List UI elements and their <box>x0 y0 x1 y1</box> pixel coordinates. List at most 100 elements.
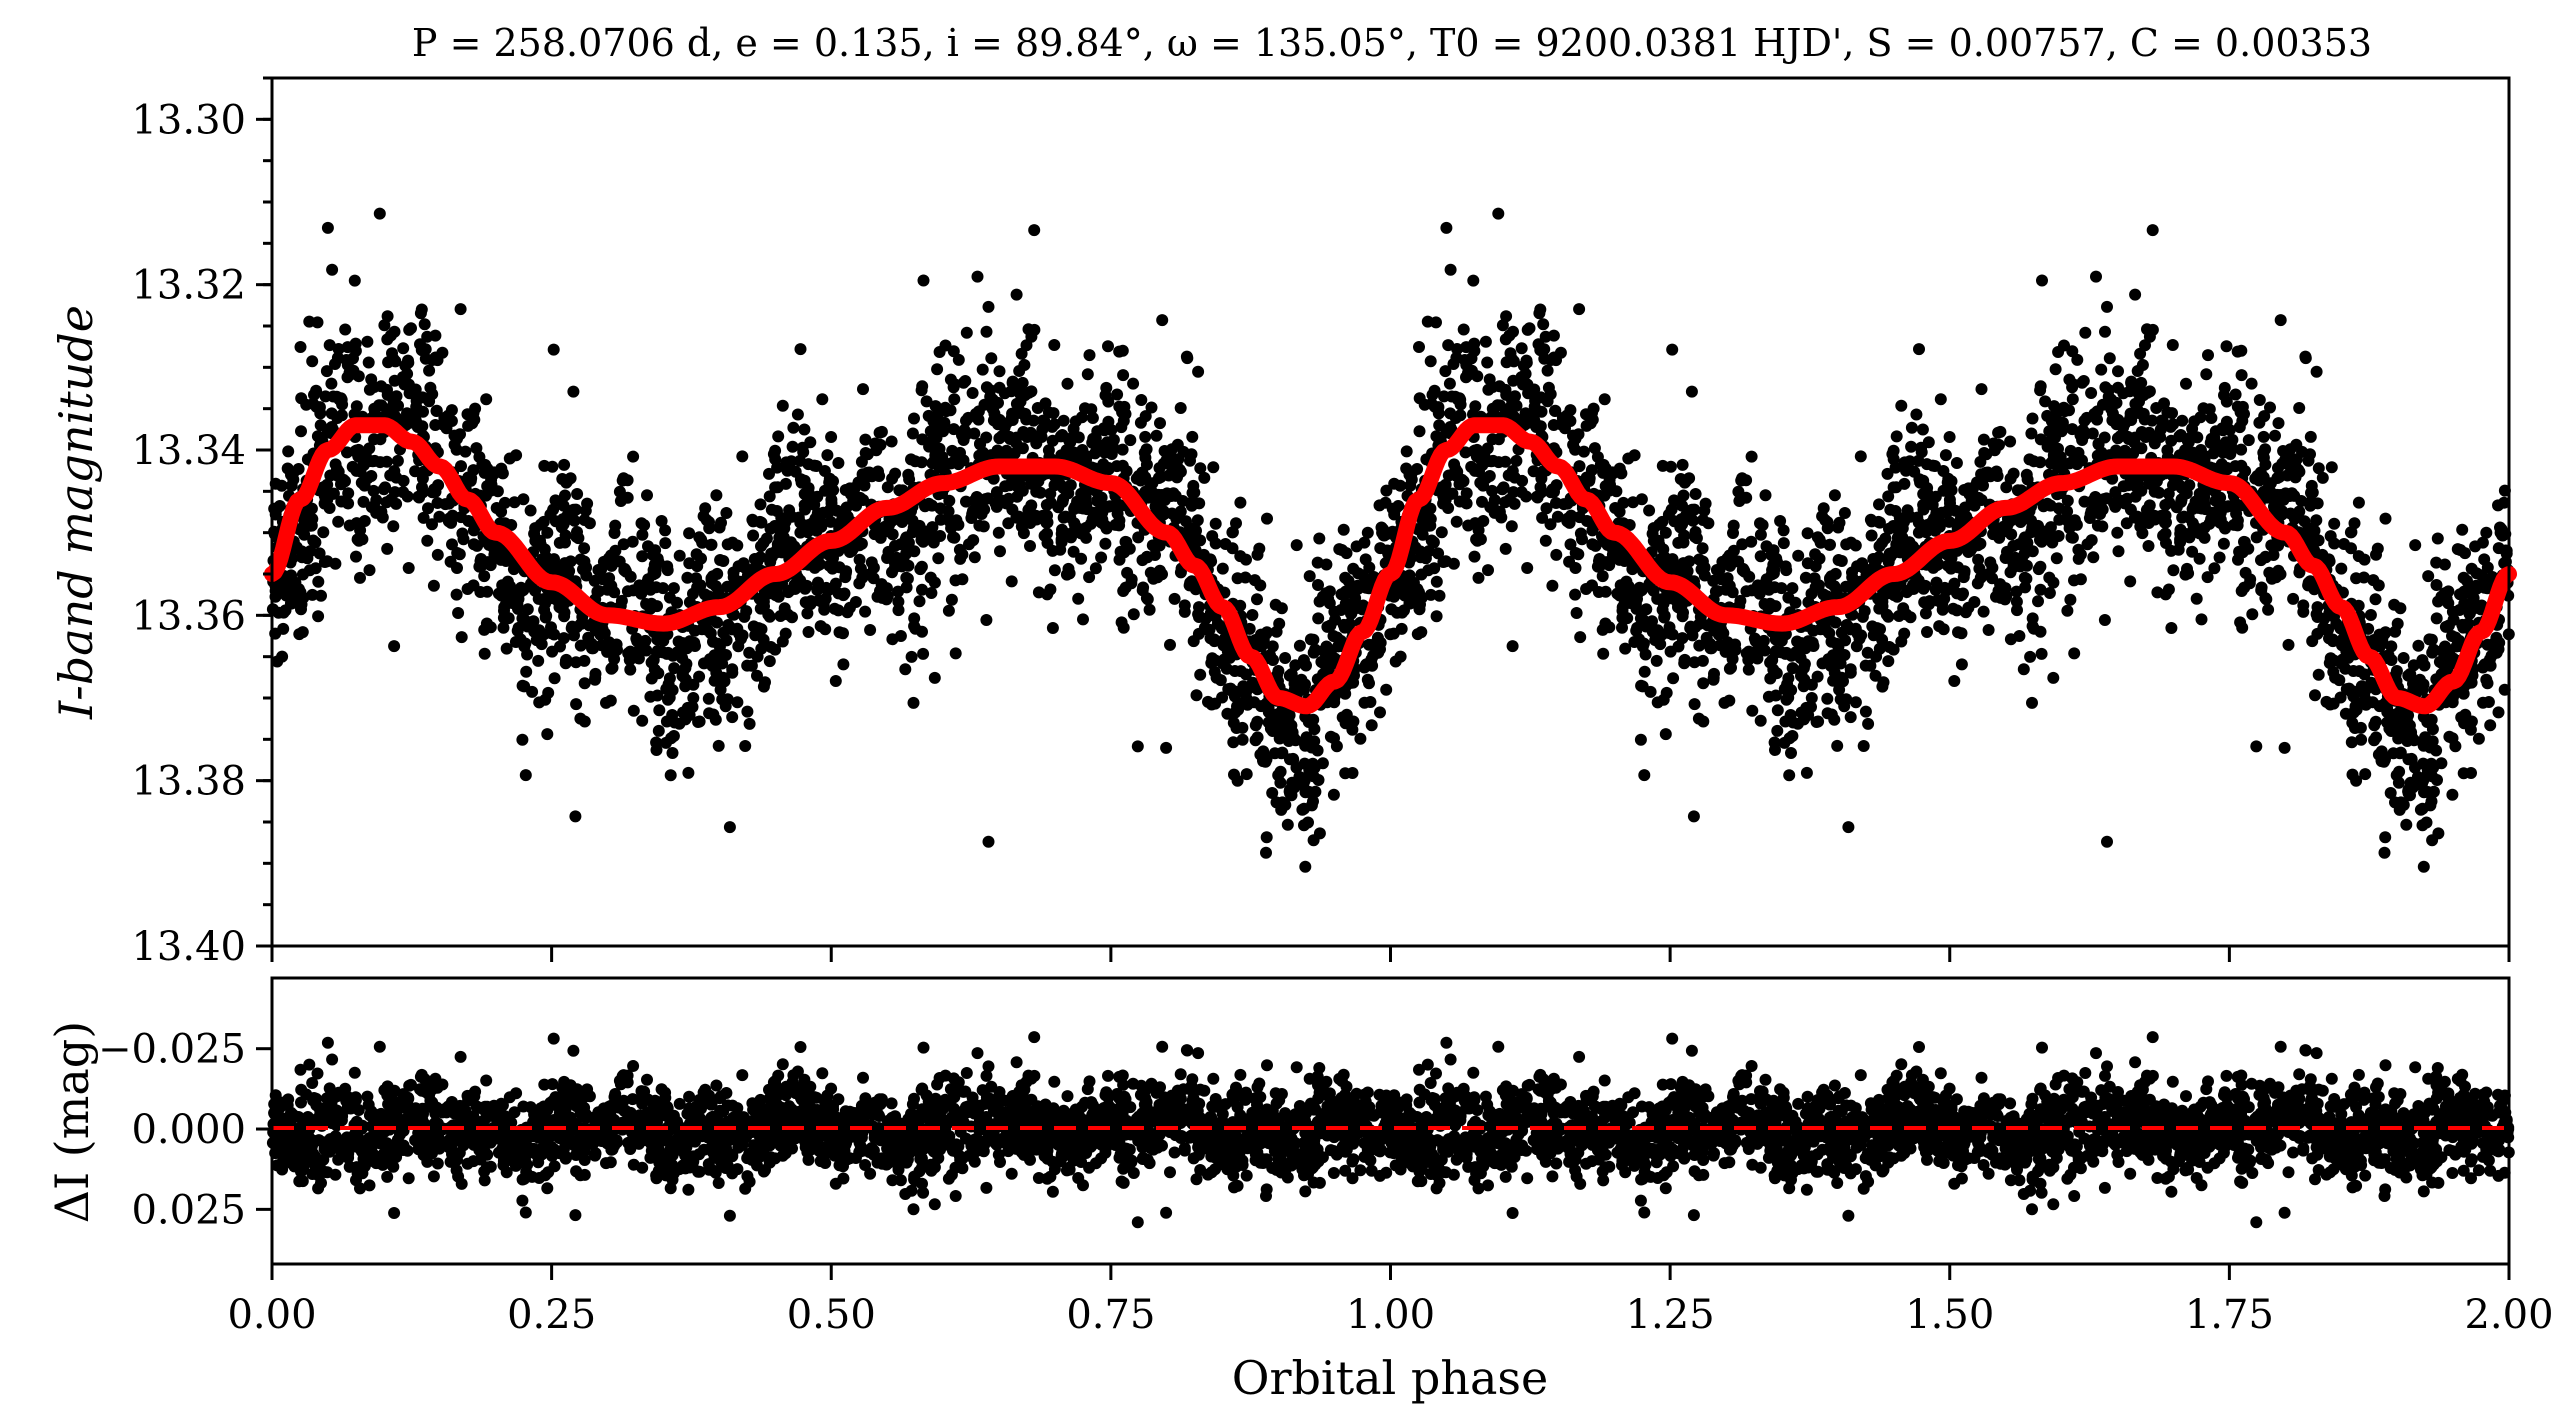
data-point <box>1754 550 1767 563</box>
data-point <box>636 714 649 727</box>
data-point <box>1736 538 1749 551</box>
data-point <box>1667 672 1680 685</box>
data-point <box>2278 741 2291 754</box>
data-point <box>2269 429 2281 442</box>
data-point <box>350 550 362 563</box>
data-point <box>1279 652 1292 664</box>
data-point <box>763 655 776 668</box>
data-point <box>683 557 696 570</box>
data-point <box>431 548 444 561</box>
data-point <box>339 323 352 336</box>
data-point <box>1398 604 1410 617</box>
data-point <box>641 489 653 502</box>
data-point <box>626 535 639 548</box>
data-point <box>1440 426 1453 439</box>
data-point <box>1840 538 1853 551</box>
data-point <box>1124 434 1137 447</box>
data-point <box>2369 593 2382 606</box>
data-point <box>402 562 415 574</box>
data-point <box>1236 733 1249 746</box>
data-point <box>593 585 606 598</box>
data-point <box>461 583 474 595</box>
data-point <box>1206 530 1219 543</box>
data-point <box>418 318 431 331</box>
data-point <box>2272 417 2285 430</box>
data-point <box>1702 517 1715 530</box>
data-point <box>1086 412 1099 424</box>
data-point <box>895 560 908 573</box>
data-point <box>1329 613 1342 626</box>
data-point <box>1569 588 1582 601</box>
data-point <box>1637 613 1650 626</box>
data-point <box>666 747 679 759</box>
data-point <box>1413 425 1426 438</box>
data-point <box>390 497 403 510</box>
data-point <box>977 520 990 533</box>
data-point <box>373 207 386 220</box>
data-point <box>1443 377 1456 390</box>
data-point <box>608 586 621 599</box>
data-point <box>2402 669 2415 682</box>
data-point <box>2253 394 2266 406</box>
data-point <box>640 598 653 610</box>
data-point <box>1313 532 1326 545</box>
data-point <box>650 744 663 756</box>
data-point <box>1190 689 1203 702</box>
data-point <box>1089 432 1102 444</box>
data-point <box>663 672 676 685</box>
data-point <box>827 582 839 595</box>
data-point <box>2058 339 2070 352</box>
data-point <box>661 564 674 577</box>
data-point <box>517 493 530 506</box>
data-point <box>2024 650 2037 663</box>
data-point <box>1143 603 1156 616</box>
data-point <box>1838 700 1851 713</box>
data-point <box>559 489 571 502</box>
data-point <box>2074 548 2087 561</box>
data-point <box>2134 347 2147 360</box>
data-point <box>1516 474 1529 487</box>
data-point <box>627 450 640 463</box>
data-point <box>1745 535 1758 548</box>
data-point <box>1010 431 1023 444</box>
data-point <box>2129 288 2142 301</box>
data-point <box>579 504 592 517</box>
data-point <box>613 485 626 498</box>
data-point <box>2111 526 2124 539</box>
data-point <box>405 322 417 335</box>
data-point <box>2267 549 2280 561</box>
data-point <box>913 595 926 608</box>
data-point <box>2146 414 2159 427</box>
data-point <box>1255 628 1267 641</box>
data-point <box>294 341 307 353</box>
data-point <box>401 367 414 380</box>
data-point <box>1676 458 1689 471</box>
data-point <box>1186 430 1199 443</box>
data-point <box>1337 523 1350 536</box>
data-point <box>2352 496 2365 509</box>
data-point <box>546 561 559 573</box>
data-point <box>1905 440 1918 453</box>
data-point <box>726 711 739 724</box>
data-point <box>2384 787 2397 799</box>
data-point <box>1234 665 1247 678</box>
data-point <box>787 421 800 434</box>
data-point <box>833 626 846 639</box>
data-point <box>2017 663 2030 676</box>
data-point <box>510 449 523 462</box>
data-point <box>1603 621 1616 634</box>
data-point <box>387 520 400 533</box>
data-point <box>2025 427 2038 440</box>
data-point <box>2032 595 2044 608</box>
top-scatter-points <box>266 207 2515 873</box>
data-point <box>1221 707 1234 720</box>
data-point <box>2166 339 2179 351</box>
data-point <box>2131 404 2144 417</box>
data-point <box>329 458 342 471</box>
data-point <box>1864 659 1877 672</box>
data-point <box>1479 335 1492 348</box>
data-point <box>916 380 929 393</box>
data-point <box>2446 630 2458 642</box>
data-point <box>873 470 886 482</box>
data-point <box>966 387 979 399</box>
